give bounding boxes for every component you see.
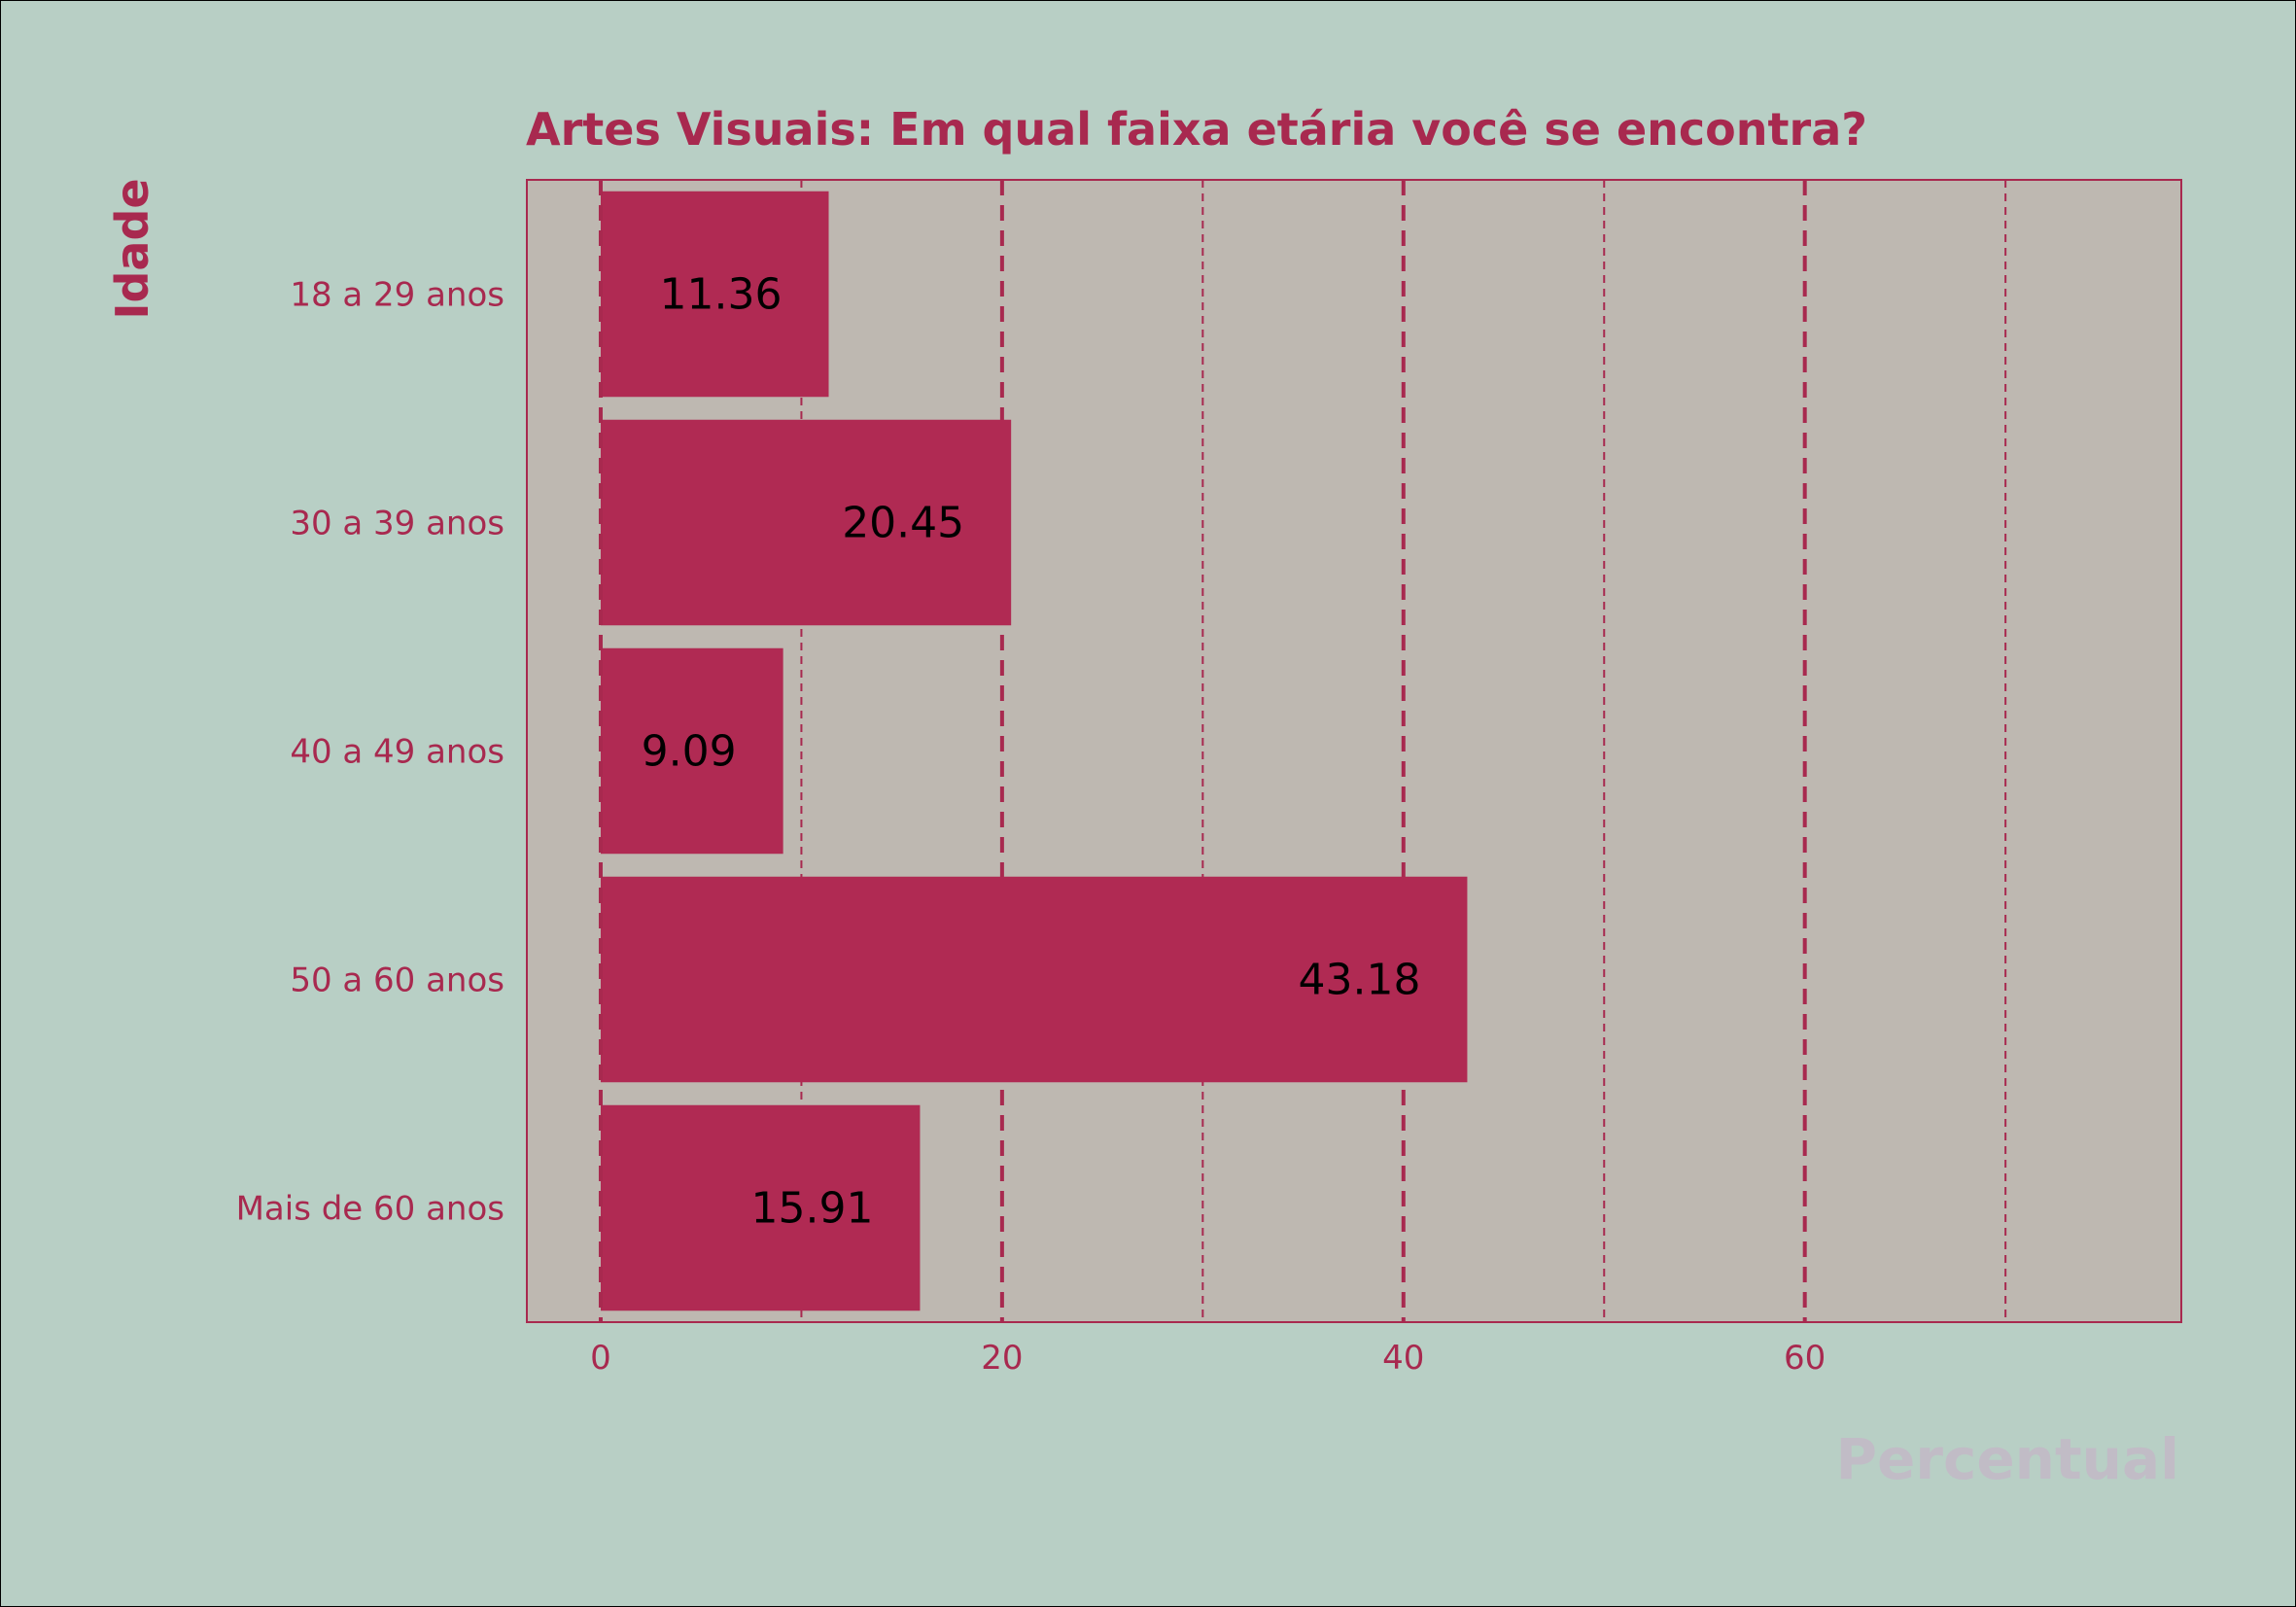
data-label: 9.09 [642,727,737,777]
y-tick-label: Mais de 60 anos [236,1190,504,1229]
x-tick-label: 40 [1382,1339,1424,1378]
bar [600,191,829,398]
data-label: 20.45 [842,499,964,548]
x-tick-label: 0 [590,1339,611,1378]
y-tick-label: 50 a 60 anos [290,961,504,1000]
bar [600,876,1468,1083]
x-tick-labels: 0 20 40 60 [590,1339,1826,1378]
y-tick-label: 30 a 39 anos [290,505,504,543]
x-axis-label: Percentual [1836,1426,2180,1492]
data-label: 11.36 [660,270,783,320]
data-label: 43.18 [1298,956,1420,1005]
bar [600,647,783,855]
grid-lines [800,180,2007,1322]
data-label: 15.91 [750,1184,873,1234]
x-tick-label: 60 [1784,1339,1826,1378]
value-labels: 11.36 20.45 9.09 43.18 15.91 [642,270,1421,1234]
y-axis-label: Idade [106,178,158,319]
y-tick-label: 18 a 29 anos [290,276,504,315]
bar [600,419,1012,626]
plot-border [526,179,2182,1323]
y-tick-label: 40 a 49 anos [290,733,504,772]
bars [600,191,1468,1311]
chart-title: Artes Visuais: Em qual faixa etária você… [526,103,1867,156]
x-tick-label: 20 [981,1339,1023,1378]
y-tick-labels: 18 a 29 anos 30 a 39 anos 40 a 49 anos 50 a… [236,276,504,1229]
bar [600,1104,921,1311]
